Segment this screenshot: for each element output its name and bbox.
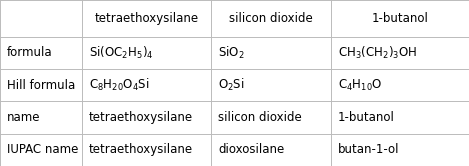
Text: silicon dioxide: silicon dioxide [229, 12, 313, 25]
Text: silicon dioxide: silicon dioxide [218, 111, 302, 124]
Text: butan-1-ol: butan-1-ol [338, 143, 399, 156]
Text: $\mathrm{CH_3(CH_2)_3OH}$: $\mathrm{CH_3(CH_2)_3OH}$ [338, 45, 417, 61]
Text: $\mathrm{C_8H_{20}O_4Si}$: $\mathrm{C_8H_{20}O_4Si}$ [89, 77, 150, 93]
Text: $\mathrm{Si(OC_2H_5)_4}$: $\mathrm{Si(OC_2H_5)_4}$ [89, 45, 153, 61]
Text: tetraethoxysilane: tetraethoxysilane [89, 111, 193, 124]
Text: $\mathrm{O_2Si}$: $\mathrm{O_2Si}$ [218, 77, 245, 93]
Text: IUPAC name: IUPAC name [7, 143, 78, 156]
Text: tetraethoxysilane: tetraethoxysilane [94, 12, 199, 25]
Text: 1-butanol: 1-butanol [338, 111, 394, 124]
Text: name: name [7, 111, 40, 124]
Text: tetraethoxysilane: tetraethoxysilane [89, 143, 193, 156]
Text: 1-butanol: 1-butanol [371, 12, 428, 25]
Text: Hill formula: Hill formula [7, 79, 76, 92]
Text: $\mathrm{C_4H_{10}O}$: $\mathrm{C_4H_{10}O}$ [338, 78, 382, 93]
Text: formula: formula [7, 46, 53, 59]
Text: dioxosilane: dioxosilane [218, 143, 284, 156]
Text: $\mathrm{SiO_2}$: $\mathrm{SiO_2}$ [218, 45, 245, 61]
